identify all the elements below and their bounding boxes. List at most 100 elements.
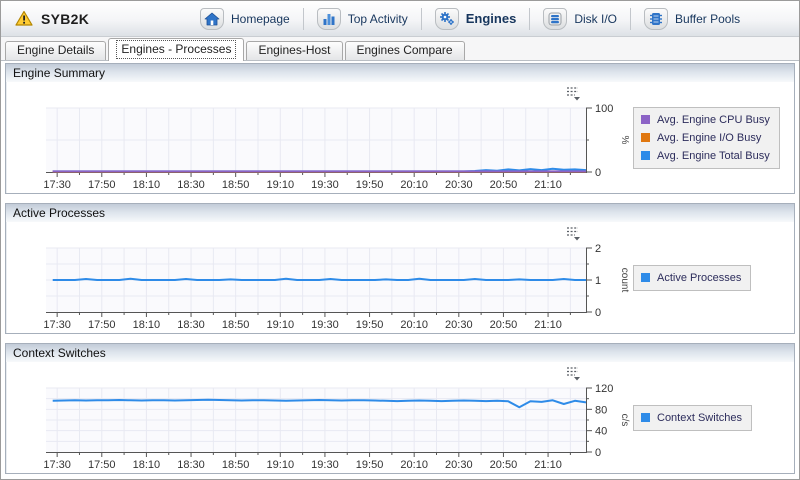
home-icon [200,7,224,30]
legend-box: Context Switches [633,404,752,431]
svg-text:100: 100 [595,103,613,115]
nav-divider [302,7,304,30]
panel-body: 17:30 17:50 18:10 18:30 18:50 19:10 19:30 19:50… [6,82,794,193]
tab-engines-host[interactable]: Engines-Host [246,41,343,60]
legend-item: Avg. Engine CPU Busy [641,111,770,129]
nav-divider [420,7,422,30]
legend-item: Context Switches [641,409,742,427]
svg-text:21:10: 21:10 [534,459,562,471]
svg-text:0: 0 [595,447,601,459]
svg-text:19:30: 19:30 [311,319,339,331]
nav-label: Buffer Pools [675,11,741,26]
svg-text:18:50: 18:50 [222,319,250,331]
panel-engine-summary: Engine Summary 17:30 17:50 18:10 18:30 18:50… [5,63,795,194]
disk-icon [543,7,568,30]
legend-color-chip [641,133,650,142]
svg-text:2: 2 [595,243,601,255]
svg-text:0: 0 [595,167,601,179]
svg-text:19:10: 19:10 [267,179,295,191]
tab-engines-compare[interactable]: Engines Compare [344,41,465,60]
nav-divider [529,7,531,30]
active-processes-chart: 17:30 17:50 18:10 18:30 18:50 19:10 19:30 19:50… [43,243,630,331]
nav-label: Homepage [231,11,290,26]
svg-text:18:30: 18:30 [177,459,205,471]
svg-text:21:10: 21:10 [534,319,562,331]
tab-engines-processes[interactable]: Engines - Processes [108,38,245,61]
svg-text:40: 40 [595,426,607,438]
nav-label: Disk I/O [574,11,617,26]
chart-options-icon[interactable] [564,225,582,241]
chart-options-icon[interactable] [564,85,582,101]
svg-text:80: 80 [595,404,607,416]
svg-text:20:10: 20:10 [400,319,428,331]
legend-label: Avg. Engine I/O Busy [657,131,762,144]
svg-text:18:50: 18:50 [222,179,250,191]
instance-title-block: SYB2K [1,10,187,27]
svg-text:17:50: 17:50 [88,459,116,471]
svg-text:17:30: 17:30 [43,319,71,331]
svg-text:18:30: 18:30 [177,179,205,191]
tab-strip: Engine Details Engines - Processes Engin… [1,37,799,61]
panel-title: Engine Summary [6,64,794,82]
gears-icon [434,7,459,30]
svg-text:21:10: 21:10 [534,179,562,191]
svg-text:18:10: 18:10 [133,319,161,331]
bar-chart-icon [316,7,341,30]
nav-item-homepage[interactable]: Homepage [187,7,303,30]
legend-box: Avg. Engine CPU Busy Avg. Engine I/O Busy… [633,106,780,169]
svg-text:17:30: 17:30 [43,459,71,471]
instance-name: SYB2K [41,10,90,27]
legend-label: Context Switches [657,411,742,424]
svg-text:19:50: 19:50 [356,319,384,331]
legend-item: Avg. Engine I/O Busy [641,129,770,147]
panel-title: Active Processes [6,204,794,222]
svg-text:19:10: 19:10 [267,459,295,471]
legend-item: Avg. Engine Total Busy [641,147,770,165]
nav-item-top-activity[interactable]: Top Activity [304,7,421,30]
legend-box: Active Processes [633,264,752,291]
svg-text:20:10: 20:10 [400,459,428,471]
header-bar: SYB2K Homepage Top Activity [1,1,799,37]
nav-label: Engines [465,11,517,26]
legend-label: Avg. Engine CPU Busy [657,113,770,126]
nav-item-buffer-pools[interactable]: Buffer Pools [631,7,753,30]
svg-text:count: count [619,268,630,293]
context-switches-chart: 17:30 17:50 18:10 18:30 18:50 19:10 19:30 19:50… [43,383,630,471]
svg-text:0: 0 [595,307,601,319]
svg-text:17:30: 17:30 [43,179,71,191]
nav-item-disk-io[interactable]: Disk I/O [530,7,630,30]
svg-text:20:10: 20:10 [400,179,428,191]
svg-text:18:50: 18:50 [222,459,250,471]
svg-text:19:30: 19:30 [311,459,339,471]
svg-text:20:30: 20:30 [445,459,473,471]
svg-text:20:50: 20:50 [490,459,518,471]
nav-label: Top Activity [347,11,408,26]
legend-color-chip [641,115,650,124]
svg-text:20:30: 20:30 [445,179,473,191]
svg-text:19:30: 19:30 [311,179,339,191]
svg-text:%: % [619,136,630,145]
svg-text:19:50: 19:50 [356,459,384,471]
engine-summary-chart: 17:30 17:50 18:10 18:30 18:50 19:10 19:30 19:50… [43,103,630,191]
chart-options-icon[interactable] [564,365,582,381]
panel-title: Context Switches [6,344,794,362]
panel-context-switches: Context Switches 17:30 17:50 18:10 18:30 18:… [5,343,795,474]
svg-text:18:10: 18:10 [133,179,161,191]
svg-text:19:10: 19:10 [267,319,295,331]
svg-text:20:30: 20:30 [445,319,473,331]
nav-item-engines[interactable]: Engines [422,7,530,30]
legend-color-chip [641,273,650,282]
legend-color-chip [641,151,650,160]
legend-label: Avg. Engine Total Busy [657,149,770,162]
tab-engine-details[interactable]: Engine Details [5,41,107,60]
svg-text:20:50: 20:50 [490,319,518,331]
svg-text:1: 1 [595,275,601,287]
legend-color-chip [641,413,650,422]
svg-text:20:50: 20:50 [490,179,518,191]
content-area: Engine Summary 17:30 17:50 18:10 18:30 18:50… [1,61,799,479]
svg-text:18:30: 18:30 [177,319,205,331]
nav-divider [630,7,631,30]
svg-text:c/s: c/s [619,414,630,427]
svg-text:17:50: 17:50 [88,319,116,331]
